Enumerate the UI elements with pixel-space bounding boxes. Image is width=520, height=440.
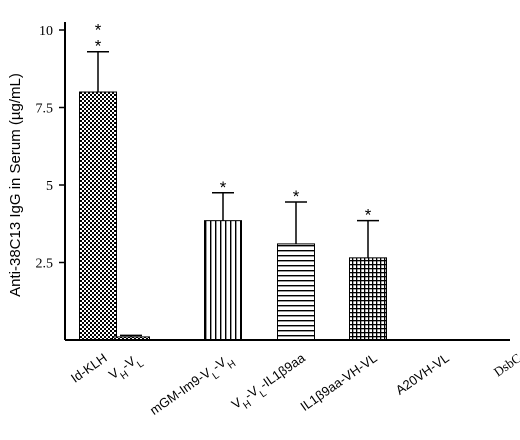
category-label: IL1β9aa-VH-VL xyxy=(298,350,380,414)
y-tick-label: 5 xyxy=(46,179,53,194)
bar xyxy=(79,91,117,341)
significance-marker: * xyxy=(365,206,372,225)
y-tick-label: 10 xyxy=(39,24,53,39)
category-label: DsbC xyxy=(491,350,520,379)
bar xyxy=(277,243,315,341)
significance-marker: * xyxy=(95,37,102,56)
y-tick-label: 2.5 xyxy=(36,257,54,272)
significance-marker: * xyxy=(293,187,300,206)
significance-marker: * xyxy=(95,21,102,40)
bar xyxy=(204,220,242,341)
significance-marker: * xyxy=(220,178,227,197)
category-label: Id-KLH xyxy=(68,350,110,385)
y-tick-label: 7.5 xyxy=(36,102,54,117)
category-label: mGM-Im9-VL-VH xyxy=(147,350,238,422)
axes-group: 2.5 5 7.5 10 xyxy=(36,22,510,341)
category-label: VH-VL-IL1β9aa xyxy=(229,350,312,417)
category-label: VH-VL xyxy=(106,350,146,387)
bars-group xyxy=(79,50,387,341)
y-axis-label: Anti-38C13 IgG in Serum (µg/mL) xyxy=(7,73,24,297)
category-label: A20VH-VL xyxy=(393,350,452,398)
bar xyxy=(349,257,387,341)
